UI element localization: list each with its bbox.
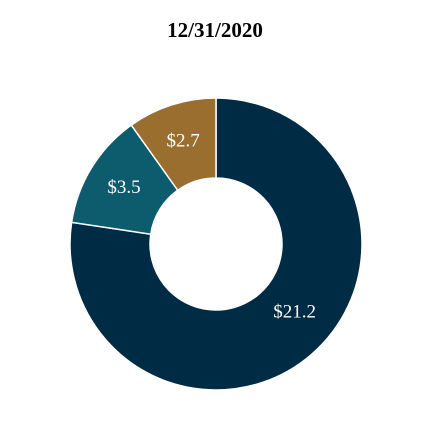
donut-slice-label-2: $2.7 (166, 131, 199, 152)
donut-slice-2 (130, 97, 217, 192)
donut-slice-label-1: $3.5 (107, 177, 140, 198)
donut-slice-label-0: $21.2 (273, 302, 316, 323)
donut-slices (69, 97, 363, 391)
donut-labels: $21.2 $3.5 $2.7 (107, 131, 316, 323)
donut-slice-0 (69, 97, 363, 391)
chart-title: 12/31/2020 (167, 18, 263, 42)
